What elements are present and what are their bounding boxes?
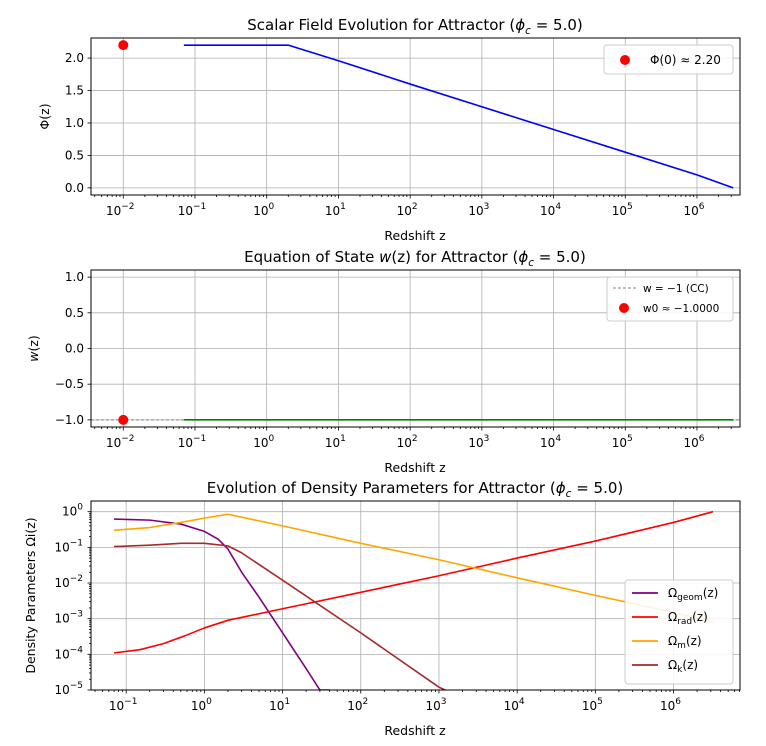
y-tick-label: 0.0 [65, 342, 84, 356]
series-line-m-z [114, 513, 714, 623]
x-tick-label: 100 [191, 697, 212, 713]
x-tick-label: 106 [660, 697, 681, 713]
y-tick-label: 2.0 [65, 51, 84, 65]
y-tick-label: 10−5 [54, 681, 83, 697]
x-tick-label: 105 [582, 697, 603, 713]
x-tick-label: 101 [325, 434, 346, 450]
phi0-legend-label: Φ(0) ≈ 2.20 [650, 53, 721, 67]
x-tick-label: 10−1 [178, 202, 207, 218]
scalar-field-legend-box [603, 44, 734, 75]
x-tick-label: 104 [504, 697, 525, 713]
equation-of-state-ticks: 10−2 10−1 100 101 102 103 104 105 106 −1.0 −0.5 0.0… [55, 270, 732, 450]
density-parameters-title: Evolution of Density Parameters for Attr… [207, 479, 623, 500]
y-tick-label: 1.0 [65, 116, 84, 130]
density-parameters-ylabel: Density Parameters Ωi(z) [23, 517, 38, 673]
scalar-field-series [118, 40, 734, 189]
equation-of-state-legend: w = −1 (CC) w0 ≈ −1.0000 [606, 276, 734, 322]
legend-label-k: Ωk(z) [668, 658, 698, 675]
x-tick-label: 10−1 [109, 697, 138, 713]
y-tick-label: 100 [62, 503, 83, 519]
x-tick-label: 102 [397, 434, 418, 450]
legend-label-m: Ωm(z) [668, 634, 702, 651]
phi0-legend-marker [620, 55, 630, 65]
y-tick-label: 0.0 [65, 181, 84, 195]
series-line-z [183, 44, 734, 189]
scalar-field-legend: Φ(0) ≈ 2.20 [603, 44, 734, 75]
equation-of-state-xlabel: Redshift z [384, 460, 446, 475]
density-parameters-xlabel: Redshift z [384, 723, 446, 738]
x-tick-label: 106 [683, 434, 704, 450]
data-marker [118, 40, 129, 51]
scalar-field-ticks: 10−2 10−1 100 101 102 103 104 105 106 0.0 0.5 1.0 1.… [65, 51, 732, 218]
equation-of-state-title: Equation of State w(z) for Attractor (ϕc… [244, 248, 586, 269]
x-tick-label: 106 [683, 202, 704, 218]
legend-label-rad: Ωrad(z) [668, 610, 708, 627]
w0-legend-label: w0 ≈ −1.0000 [643, 303, 719, 315]
x-tick-label: 10−2 [106, 434, 135, 450]
equation-of-state-panel: Equation of State w(z) for Attractor (ϕc… [26, 248, 741, 475]
cc-legend-label: w = −1 (CC) [643, 283, 709, 295]
density-parameters-legend-box [624, 579, 734, 685]
x-tick-label: 104 [540, 202, 561, 218]
w0-legend-marker [619, 303, 629, 313]
scalar-field-panel: Scalar Field Evolution for Attractor (ϕc… [37, 16, 741, 243]
scalar-field-ylabel: Φ(z) [37, 103, 52, 129]
y-tick-label: 10−3 [54, 610, 83, 626]
x-tick-label: 105 [612, 434, 633, 450]
x-tick-label: 103 [468, 202, 489, 218]
y-tick-label: 10−4 [54, 645, 83, 661]
y-tick-label: 1.0 [65, 270, 84, 284]
y-tick-label: 0.5 [65, 306, 84, 320]
x-tick-label: 100 [253, 434, 274, 450]
x-tick-label: 102 [347, 697, 368, 713]
density-parameters-series [113, 510, 714, 690]
series-line-k-z [114, 542, 446, 690]
equation-of-state-series [91, 414, 740, 425]
equation-of-state-legend-box [606, 276, 734, 322]
x-tick-label: 10−2 [106, 202, 135, 218]
x-tick-label: 101 [269, 697, 290, 713]
density-parameters-ticks: 10−1 100 101 102 103 104 105 106 10−5 10−4 10−3 10−… [54, 503, 741, 713]
x-tick-label: 101 [325, 202, 346, 218]
x-tick-label: 103 [425, 697, 446, 713]
y-tick-label: 10−1 [54, 538, 83, 554]
x-tick-label: 105 [612, 202, 633, 218]
density-parameters-panel: Evolution of Density Parameters for Attr… [23, 479, 741, 738]
x-tick-label: 102 [397, 202, 418, 218]
series-line-rad-z [113, 510, 714, 654]
y-tick-label: −1.0 [55, 413, 84, 427]
y-tick-label: 0.5 [65, 148, 84, 162]
x-tick-label: 100 [253, 202, 274, 218]
scalar-field-title: Scalar Field Evolution for Attractor (ϕc… [247, 16, 582, 37]
equation-of-state-ylabel: w(z) [26, 335, 41, 362]
legend-label-geom: Ωgeom(z) [668, 586, 718, 603]
scalar-field-xlabel: Redshift z [384, 228, 446, 243]
x-tick-label: 104 [540, 434, 561, 450]
y-tick-label: 1.5 [65, 84, 84, 98]
density-parameters-legend: Ωgeom(z) Ωrad(z) Ωm(z) Ωk(z) [624, 579, 734, 685]
data-marker [118, 414, 129, 425]
scalar-field-axes-frame [90, 37, 741, 196]
y-tick-label: −0.5 [55, 377, 84, 391]
x-tick-label: 10−1 [178, 434, 207, 450]
y-tick-label: 10−2 [54, 574, 83, 590]
x-tick-label: 103 [468, 434, 489, 450]
